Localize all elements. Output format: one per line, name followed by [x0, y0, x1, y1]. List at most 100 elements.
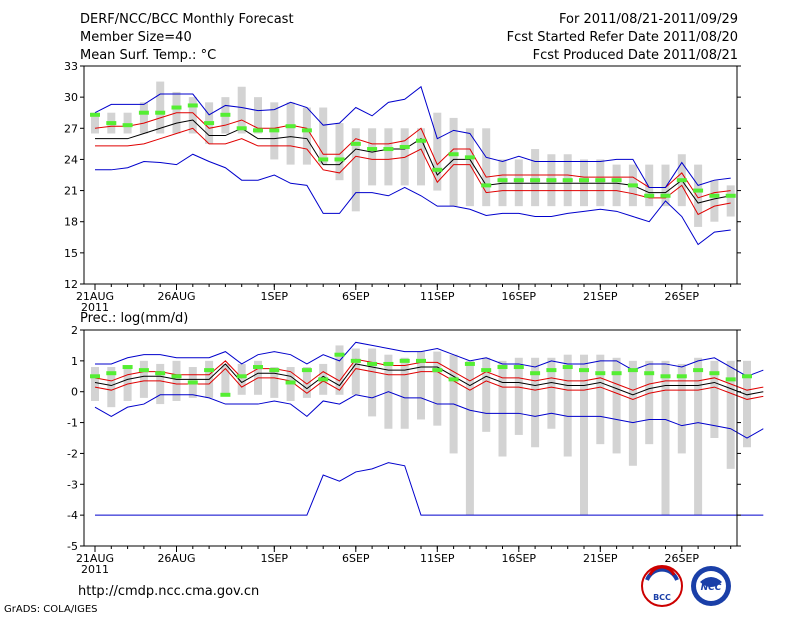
series-max	[94, 85, 731, 188]
member-size: Member Size=40	[80, 30, 192, 45]
spread-box	[351, 348, 360, 395]
series-lower	[94, 391, 764, 439]
spread-box	[694, 357, 703, 516]
spread-box	[449, 117, 458, 207]
x-tick-label: 1SEP	[261, 552, 289, 565]
spread-box	[188, 97, 197, 134]
x-tick-label: 26AUG	[157, 552, 195, 565]
spread-box	[139, 102, 148, 134]
spread-box	[612, 357, 621, 454]
spread-box	[433, 112, 442, 191]
x-tick-label: 16SEP	[502, 552, 537, 565]
x-tick-label: 21SEP	[583, 290, 618, 303]
spread-box	[254, 97, 262, 134]
spread-box	[221, 363, 230, 395]
x-tick-label: 21AUG	[76, 552, 114, 565]
x-tick-label: 6SEP	[342, 552, 370, 565]
source-url[interactable]: http://cmdp.ncc.cma.gov.cn	[78, 584, 260, 599]
y-tick-label: -5	[67, 540, 78, 553]
spread-box	[514, 159, 523, 207]
spread-box	[319, 107, 328, 165]
series-upper-mid	[94, 112, 731, 199]
forecast-period: For 2011/08/21-2011/09/29	[559, 12, 738, 27]
spread-box	[91, 367, 99, 401]
y-tick-label: 21	[64, 185, 78, 198]
spread-box	[596, 159, 605, 207]
spread-box	[156, 363, 165, 405]
spread-box	[710, 180, 719, 222]
spread-box	[645, 360, 654, 445]
spread-box	[498, 159, 507, 207]
series-upper-mid	[94, 358, 764, 391]
fcst-started-date: Fcst Started Refer Date 2011/08/20	[506, 30, 738, 45]
y-tick-label: -4	[67, 509, 78, 522]
spread-box	[514, 357, 523, 435]
spread-box	[726, 185, 735, 217]
spread-box	[612, 164, 621, 207]
spread-box	[531, 357, 540, 448]
fcst-produced-date: Fcst Produced Date 2011/08/21	[532, 48, 738, 63]
spread-box	[710, 360, 719, 438]
spread-box	[123, 112, 132, 134]
x-tick-label: 1SEP	[261, 290, 289, 303]
series-mean	[94, 363, 764, 396]
y-tick-label: 18	[64, 216, 78, 229]
y-tick-label: 27	[64, 122, 78, 135]
spread-box	[270, 367, 279, 398]
series-mean	[95, 119, 731, 204]
spread-box	[368, 348, 377, 417]
spread-box	[482, 357, 491, 432]
x-tick-label: 11SEP	[420, 552, 455, 565]
spread-box	[237, 86, 246, 134]
spread-box	[677, 363, 686, 454]
series-upper	[95, 341, 764, 377]
spread-box	[661, 164, 670, 207]
series-lower-mid	[94, 367, 764, 400]
y-tick-label: 0	[71, 386, 78, 399]
x-tick-year: 2011	[81, 301, 109, 314]
prec-title: Prec.: log(mm/d)	[80, 311, 189, 326]
x-tick-year: 2011	[81, 563, 109, 576]
spread-box	[139, 360, 148, 398]
spread-box	[237, 363, 246, 395]
y-tick-label: 1	[71, 355, 78, 368]
spread-box	[156, 81, 165, 134]
series-min	[95, 462, 764, 516]
spread-box	[661, 360, 670, 516]
y-tick-label: -1	[67, 417, 78, 430]
spread-box	[645, 164, 654, 207]
x-tick-label: 21SEP	[583, 552, 618, 565]
spread-box	[694, 164, 703, 227]
spread-box	[172, 360, 181, 401]
spread-box	[286, 102, 295, 165]
grads-credit: GrADS: COLA/IGES	[4, 604, 98, 615]
spread-box	[531, 149, 540, 207]
spread-box	[482, 128, 491, 207]
y-tick-label: 33	[64, 60, 78, 73]
spread-box	[335, 123, 344, 181]
series-min	[95, 153, 731, 246]
spread-box	[302, 107, 311, 165]
spread-box	[580, 159, 588, 207]
y-tick-label: 24	[64, 153, 78, 166]
spread-box	[384, 128, 393, 186]
x-tick-label: 6SEP	[342, 290, 370, 303]
x-tick-label: 11SEP	[420, 290, 455, 303]
x-tick-label: 26SEP	[665, 290, 700, 303]
y-tick-label: 2	[71, 324, 78, 337]
x-tick-label: 26SEP	[665, 552, 700, 565]
series-lower-mid	[95, 127, 731, 216]
y-tick-label: -2	[67, 447, 78, 460]
chart-title: DERF/NCC/BCC Monthly Forecast	[80, 12, 294, 27]
spread-box	[465, 360, 474, 516]
spread-box	[335, 345, 344, 395]
spread-box	[107, 367, 116, 408]
spread-box	[498, 360, 507, 457]
spread-box	[400, 357, 409, 429]
plot-frame	[83, 65, 738, 285]
spread-box	[351, 128, 360, 212]
x-tick-label: 21AUG	[76, 290, 114, 303]
spread-box	[628, 360, 637, 466]
